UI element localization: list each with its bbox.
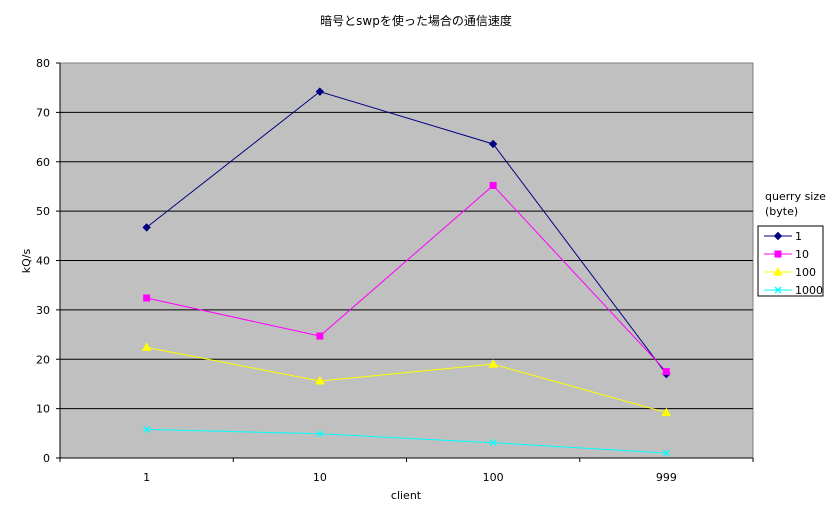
legend: 1 10 100 1000: [757, 225, 824, 297]
y-axis-ticks: 0 10 20 30 40 50 60 70 80: [36, 57, 60, 465]
legend-label-1: 1: [795, 230, 802, 243]
data-point-1000-10-stroke: [316, 430, 324, 438]
x-tick-label: 999: [656, 471, 677, 484]
x-tick-label: 1: [143, 471, 150, 484]
legend-label-100: 100: [795, 266, 816, 279]
legend-label-1000: 1000: [795, 284, 823, 297]
x-tick-label: 100: [483, 471, 504, 484]
data-point-100-10: [315, 375, 325, 385]
legend-title-line2: (byte): [765, 205, 798, 218]
y-tick-label: 30: [36, 304, 50, 317]
y-tick-label: 50: [36, 205, 50, 218]
series-layer: [141, 87, 672, 457]
data-point-100-999: [661, 407, 672, 417]
data-point-1000-1-stroke: [143, 425, 151, 433]
series-line-10: [146, 184, 667, 372]
y-axis-label: kQ/s: [20, 249, 33, 274]
data-point-10-100: [489, 181, 497, 189]
legend-marker-1: [773, 231, 783, 241]
x-axis-ticks: 1 10 100 999: [59, 458, 754, 484]
x-axis-label: client: [391, 489, 422, 502]
data-point-100-100: [488, 359, 498, 368]
gridlines: [60, 111, 753, 410]
legend-label-10: 10: [795, 248, 809, 261]
data-point-1000-100-stroke: [489, 439, 497, 447]
series-line-1000: [146, 428, 667, 454]
data-point-1000-10: [316, 430, 324, 438]
legend-title-line1: querry size: [765, 190, 826, 203]
data-point-10-1: [143, 294, 151, 302]
y-tick-label: 60: [36, 156, 50, 169]
legend-marker-100: [773, 266, 783, 276]
data-point-1000-999: [662, 449, 670, 457]
y-tick-label: 70: [36, 106, 50, 119]
chart-title: 暗号とswpを使った場合の通信速度: [320, 13, 512, 28]
y-tick-label: 40: [36, 255, 50, 268]
legend-marker-1000-stroke: [774, 286, 782, 294]
y-tick-label: 20: [36, 353, 50, 366]
legend-marker-10: [774, 250, 782, 258]
y-tick-label: 80: [36, 57, 50, 70]
data-point-1-100: [488, 139, 498, 149]
data-point-1-1: [142, 223, 151, 232]
data-point-1000-1: [143, 425, 151, 433]
data-point-1-10: [315, 87, 325, 96]
data-point-1000-100: [489, 439, 497, 447]
legend-box: [757, 225, 824, 297]
data-point-10-999: [662, 368, 670, 376]
x-tick-label: 10: [313, 471, 327, 484]
legend-marker-1000: [774, 286, 782, 294]
y-tick-label: 10: [36, 403, 50, 416]
series-line-1: [146, 91, 667, 375]
series-line-100: [146, 346, 667, 414]
data-point-100-1: [141, 342, 152, 351]
y-tick-label: 0: [43, 452, 50, 465]
data-point-10-10: [316, 332, 324, 340]
data-point-1000-999-stroke: [662, 449, 670, 457]
